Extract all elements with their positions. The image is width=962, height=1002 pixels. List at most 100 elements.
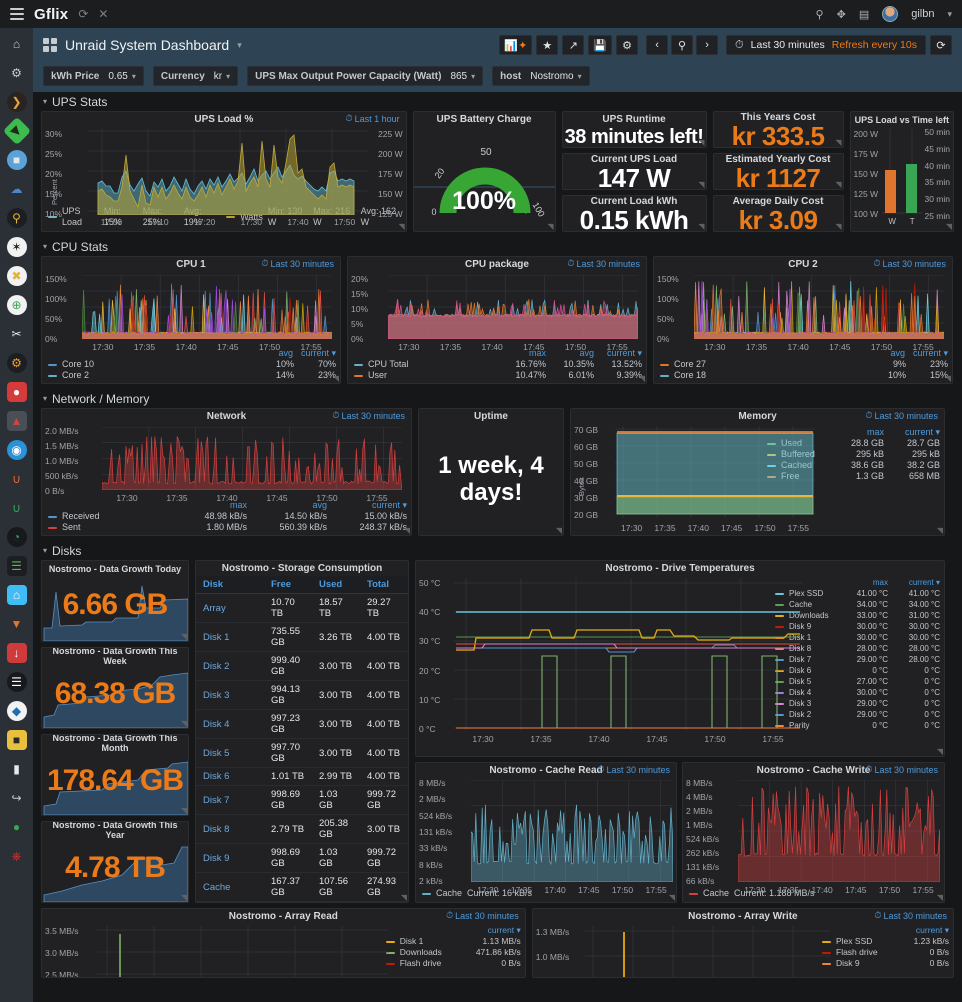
nextcloud-icon[interactable]: ☁ [10, 182, 23, 196]
netdata-icon[interactable]: ◉ [6, 440, 27, 460]
row-header-netmem[interactable]: ▾ Network / Memory [41, 389, 954, 408]
jdownloader-icon[interactable]: ↓ [6, 643, 27, 663]
panel-growth-week[interactable]: Nostromo - Data Growth This Week 68.38 G… [41, 647, 189, 729]
table-column-header[interactable]: Free [264, 576, 312, 594]
legend-stat-header[interactable]: current ▾ [371, 500, 407, 510]
legend-item[interactable]: Disk 6 0 °C 0 °C [775, 665, 940, 676]
legend-stat-header[interactable]: max [528, 348, 546, 358]
legend-item[interactable]: Core 18 10% 15% [660, 370, 948, 381]
chevron-down-icon[interactable]: ▾ [947, 8, 952, 19]
table-column-header[interactable]: Used [311, 576, 360, 594]
variable-value[interactable]: 865 ▾ [450, 70, 476, 82]
panel-resize-handle[interactable]: ◥ [180, 806, 187, 815]
table-row[interactable]: Disk 1 735.55 GB 3.26 TB 4.00 TB [196, 622, 408, 652]
avatar[interactable] [882, 6, 899, 22]
variable-value[interactable]: Nostromo ▾ [530, 70, 582, 82]
panel-resize-handle[interactable]: ◥ [400, 893, 407, 902]
portainer-icon[interactable]: ▲ [6, 411, 27, 431]
table-column-header[interactable]: Disk [196, 576, 264, 594]
table-row[interactable]: Disk 9 998.69 GB 1.03 GB 999.72 GB [196, 843, 408, 873]
legend-item[interactable]: Disk 7 29.00 °C 28.00 °C [775, 654, 940, 665]
legend-item[interactable]: CPU Total 16.76% 10.35% 13.52% [354, 359, 642, 370]
tautulli-icon[interactable]: ■ [6, 150, 27, 170]
panel-resize-handle[interactable]: ◥ [547, 222, 554, 231]
table-row[interactable]: Disk 8 2.79 TB 205.38 GB 3.00 TB [196, 814, 408, 844]
panel-cpu2[interactable]: CPU 2 ⏱ Last 30 minutes 150% 100% 50% 0% 17:… [653, 256, 953, 384]
panel-resize-handle[interactable]: ◥ [936, 893, 943, 902]
legend-item[interactable]: Core 27 9% 23% [660, 359, 948, 370]
add-panel-button[interactable]: 📊 ✦ [499, 35, 533, 55]
legend-stat-header[interactable]: max [872, 578, 888, 587]
table-row[interactable]: Disk 2 999.40 GB 3.00 TB 4.00 TB [196, 651, 408, 681]
panel-resize-handle[interactable]: ◥ [398, 222, 405, 231]
legend-item[interactable]: Disk 9 0 B/s [822, 958, 949, 969]
save-button[interactable]: 💾 [588, 35, 613, 55]
storage-table[interactable]: Disk Free Used Total Array 10.70 TB 18.57 TB 2… [196, 576, 408, 902]
close-icon[interactable]: ✕ [98, 7, 109, 21]
lidarr-icon[interactable]: ✖ [6, 266, 27, 286]
share-button[interactable]: ↗ [562, 35, 585, 55]
panel-average-daily-cost[interactable]: Average Daily Cost kr 3.09 ◥ [712, 195, 844, 232]
chevron-down-icon[interactable]: ▾ [237, 39, 242, 50]
gitlab-icon[interactable]: ▼ [10, 617, 23, 631]
panel-storage-consumption[interactable]: Nostromo - Storage Consumption Disk Free U… [195, 560, 409, 903]
panel-ups-load-vs-time[interactable]: UPS Load vs Time left 200 W 175 W 150 W 125… [849, 111, 954, 232]
plex-icon[interactable]: ▶ [2, 116, 31, 146]
panel-resize-handle[interactable]: ◥ [332, 374, 339, 383]
legend-item[interactable]: Downloads 471.86 kB/s [385, 947, 521, 958]
settings-icon[interactable]: ⚙ [11, 66, 22, 80]
legend-item[interactable]: Cached 38.6 GB 38.2 GB [767, 460, 940, 471]
support-icon[interactable]: ⎈ [11, 849, 22, 863]
row-header-ups[interactable]: ▾ UPS Stats [41, 92, 954, 111]
panel-resize-handle[interactable]: ◥ [936, 747, 943, 756]
organizr-icon[interactable]: ☰ [6, 556, 27, 576]
legend-item[interactable]: Buffered 295 kB 295 kB [767, 449, 940, 460]
legend-item[interactable]: Disk 4 30.00 °C 0 °C [775, 687, 940, 698]
panel-growth-today[interactable]: Nostromo - Data Growth Today 6.66 GB ◥ [41, 560, 189, 642]
sonarr-icon[interactable]: ❯ [6, 92, 27, 112]
panel-array-write[interactable]: Nostromo - Array Write ⏱ Last 30 minutes … [531, 908, 954, 978]
panel-estimated-yearly-cost[interactable]: Estimated Yearly Cost kr 1127 ◥ [712, 153, 844, 190]
panel-ups-load[interactable]: UPS Load % ⏱Last 1 hour Percent Watts 30… [41, 111, 407, 232]
profile-name[interactable]: gilbn [911, 8, 935, 20]
calibre-icon[interactable]: ▮ [13, 762, 20, 776]
ombi-icon[interactable]: ✂ [11, 327, 22, 341]
table-row[interactable]: Cache 167.37 GB 107.56 GB 274.93 GB [196, 872, 408, 902]
panel-cpu-package[interactable]: CPU package ⏱ Last 30 minutes 20% 15% 10% 5%… [347, 256, 647, 384]
legend-stat-header[interactable]: avg [312, 500, 327, 510]
influxdb-icon[interactable]: ◔ [6, 527, 27, 547]
panel-ups-runtime[interactable]: UPS Runtime 38 minutes left! ◥ [561, 111, 707, 148]
fullscreen-icon[interactable]: ✥ [836, 8, 846, 21]
lazylibrarian-icon[interactable]: ☰ [6, 672, 27, 692]
variable-value[interactable]: kr ▾ [213, 70, 231, 82]
library-icon[interactable]: ▤ [858, 8, 870, 21]
grafana-icon[interactable]: ∪ [12, 501, 21, 515]
github-icon[interactable]: ● [12, 820, 21, 834]
legend-stat-header[interactable]: current ▾ [487, 925, 521, 935]
legend-item[interactable]: Disk 9 30.00 °C 30.00 °C [775, 621, 940, 632]
legend-item[interactable]: Free 1.3 GB 658 MB [767, 471, 940, 482]
legend-stat-header[interactable]: current ▾ [300, 348, 336, 358]
legend-item[interactable]: Disk 5 27.00 °C 0 °C [775, 676, 940, 687]
legend-stat-header[interactable]: avg [890, 348, 905, 358]
duplicati-icon[interactable]: ◆ [6, 701, 27, 721]
table-row[interactable]: Disk 4 997.23 GB 3.00 TB 4.00 TB [196, 709, 408, 739]
legend-item[interactable]: Flash drive 0 B/s [822, 947, 949, 958]
legend-stat-header[interactable]: current ▾ [908, 578, 940, 587]
home-assistant-icon[interactable]: ⌂ [6, 585, 27, 605]
table-row[interactable]: Disk 5 997.70 GB 3.00 TB 4.00 TB [196, 738, 408, 768]
legend-item[interactable]: Flash drive 0 B/s [385, 958, 521, 969]
legend-item[interactable]: Received 48.98 kB/s 14.50 kB/s 15.00 kB/s [48, 511, 407, 522]
unraid-icon[interactable]: ∪ [12, 472, 21, 486]
table-row[interactable]: Disk 3 994.13 GB 3.00 TB 4.00 TB [196, 680, 408, 710]
deluge-icon[interactable]: ⚙ [6, 353, 27, 373]
search-icon[interactable]: ⚲ [815, 8, 824, 21]
settings-button[interactable]: ⚙ [616, 35, 639, 55]
panel-growth-month[interactable]: Nostromo - Data Growth This Month 178.64… [41, 734, 189, 816]
table-row[interactable]: Array 10.70 TB 18.57 TB 29.27 TB [196, 593, 408, 623]
legend-item[interactable]: Core 2 14% 23% [48, 370, 336, 381]
syncthing-icon[interactable]: ■ [6, 730, 27, 750]
time-next-button[interactable]: › [696, 35, 719, 55]
legend-stat-header[interactable]: current ▾ [915, 925, 949, 935]
